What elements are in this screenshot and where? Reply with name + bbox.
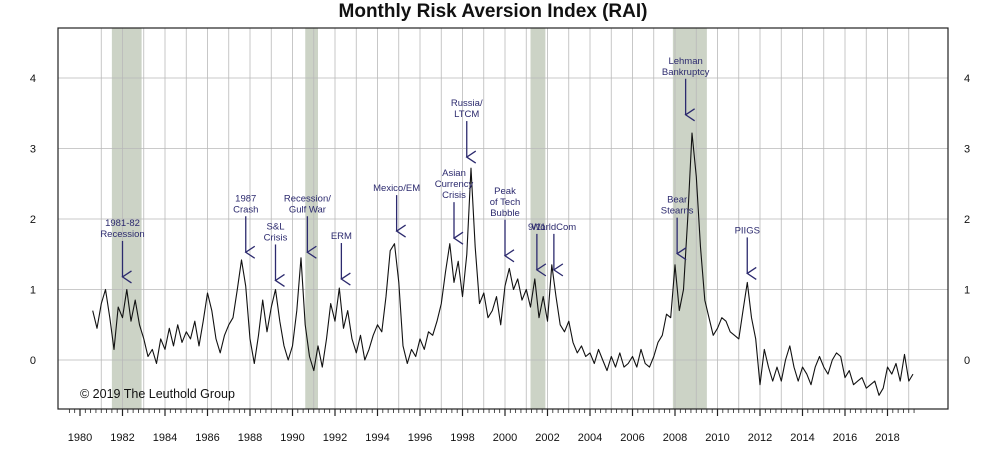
annotation-label: Peak [494,186,516,197]
annotation-label: of Tech [490,197,520,208]
x-tick-label: 2000 [493,432,517,444]
copyright-text: © 2019 The Leuthold Group [80,387,235,401]
x-tick-label: 1992 [323,432,347,444]
x-tick-label: 2002 [535,432,559,444]
y-tick-label-left: 1 [30,285,36,297]
annotation-label: Lehman [668,56,702,67]
recession-band [305,28,318,409]
x-tick-label: 1996 [408,432,432,444]
annotation-label: Crisis [442,190,466,201]
annotation-label: 1987 [235,193,256,204]
annotation-label: S&L [267,221,285,232]
rai-series-line [92,132,914,396]
x-tick-label: 1998 [450,432,474,444]
annotation-label: Asian [442,168,466,179]
annotation-label: ERM [331,231,352,242]
x-tick-label: 2014 [790,432,814,444]
annotation-label: Recession [100,229,144,240]
x-tick-label: 2004 [578,432,602,444]
y-tick-label-right: 2 [964,214,970,226]
x-tick-label: 1988 [238,432,262,444]
annotation-label: Russia/ [451,98,483,109]
x-tick-label: 2008 [663,432,687,444]
annotation-label: Crash [233,204,258,215]
x-tick-label: 1980 [68,432,92,444]
x-tick-label: 1986 [195,432,219,444]
grid [58,28,948,409]
annotation-label: 1981-82 [105,218,140,229]
x-tick-label: 1984 [153,432,177,444]
recession-bands [111,28,707,409]
recession-band [111,28,142,409]
x-tick-label: 2018 [875,432,899,444]
y-tick-label-right: 4 [964,73,970,85]
x-tick-label: 2010 [705,432,729,444]
annotation-label: Stearns [661,206,694,217]
y-tick-label-right: 3 [964,144,970,156]
chart-title: Monthly Risk Aversion Index (RAI) [338,1,648,22]
recession-band [530,28,546,409]
annotation-label: WorldCom [532,222,577,233]
x-tick-label: 2006 [620,432,644,444]
annotation-label: Bankruptcy [662,67,710,78]
x-tick-label: 1982 [110,432,134,444]
y-tick-label-left: 3 [30,144,36,156]
y-tick-label-right: 1 [964,285,970,297]
annotation-label: Crisis [264,232,288,243]
annotation-label: 9/11 [528,222,546,233]
annotation-label: LTCM [454,109,479,120]
x-tick-label: 2016 [833,432,857,444]
y-tick-label-left: 4 [30,73,36,85]
annotation-label: PIIGS [735,225,760,236]
x-tick-label: 1994 [365,432,389,444]
y-tick-label-right: 0 [964,355,970,367]
y-tick-label-left: 0 [30,355,36,367]
annotation-label: Gulf War [289,204,326,215]
annotations: 1981-82Recession1987CrashS&LCrisisRecess… [100,56,760,287]
annotation-label: Bear [667,195,687,206]
x-tick-label: 2012 [748,432,772,444]
y-tick-label-left: 2 [30,214,36,226]
recession-band [672,28,707,409]
annotation-label: Mexico/EM [373,183,420,194]
annotation-label: Currency [435,179,474,190]
annotation-label: Bubble [490,208,520,219]
axes: 0 0 1 1 2 2 3 3 4 4 1980 1982 1984 1986 1988 1990 1992 19… [30,73,970,444]
x-tick-label: 1990 [280,432,304,444]
annotation-label: Recession/ [284,193,331,204]
